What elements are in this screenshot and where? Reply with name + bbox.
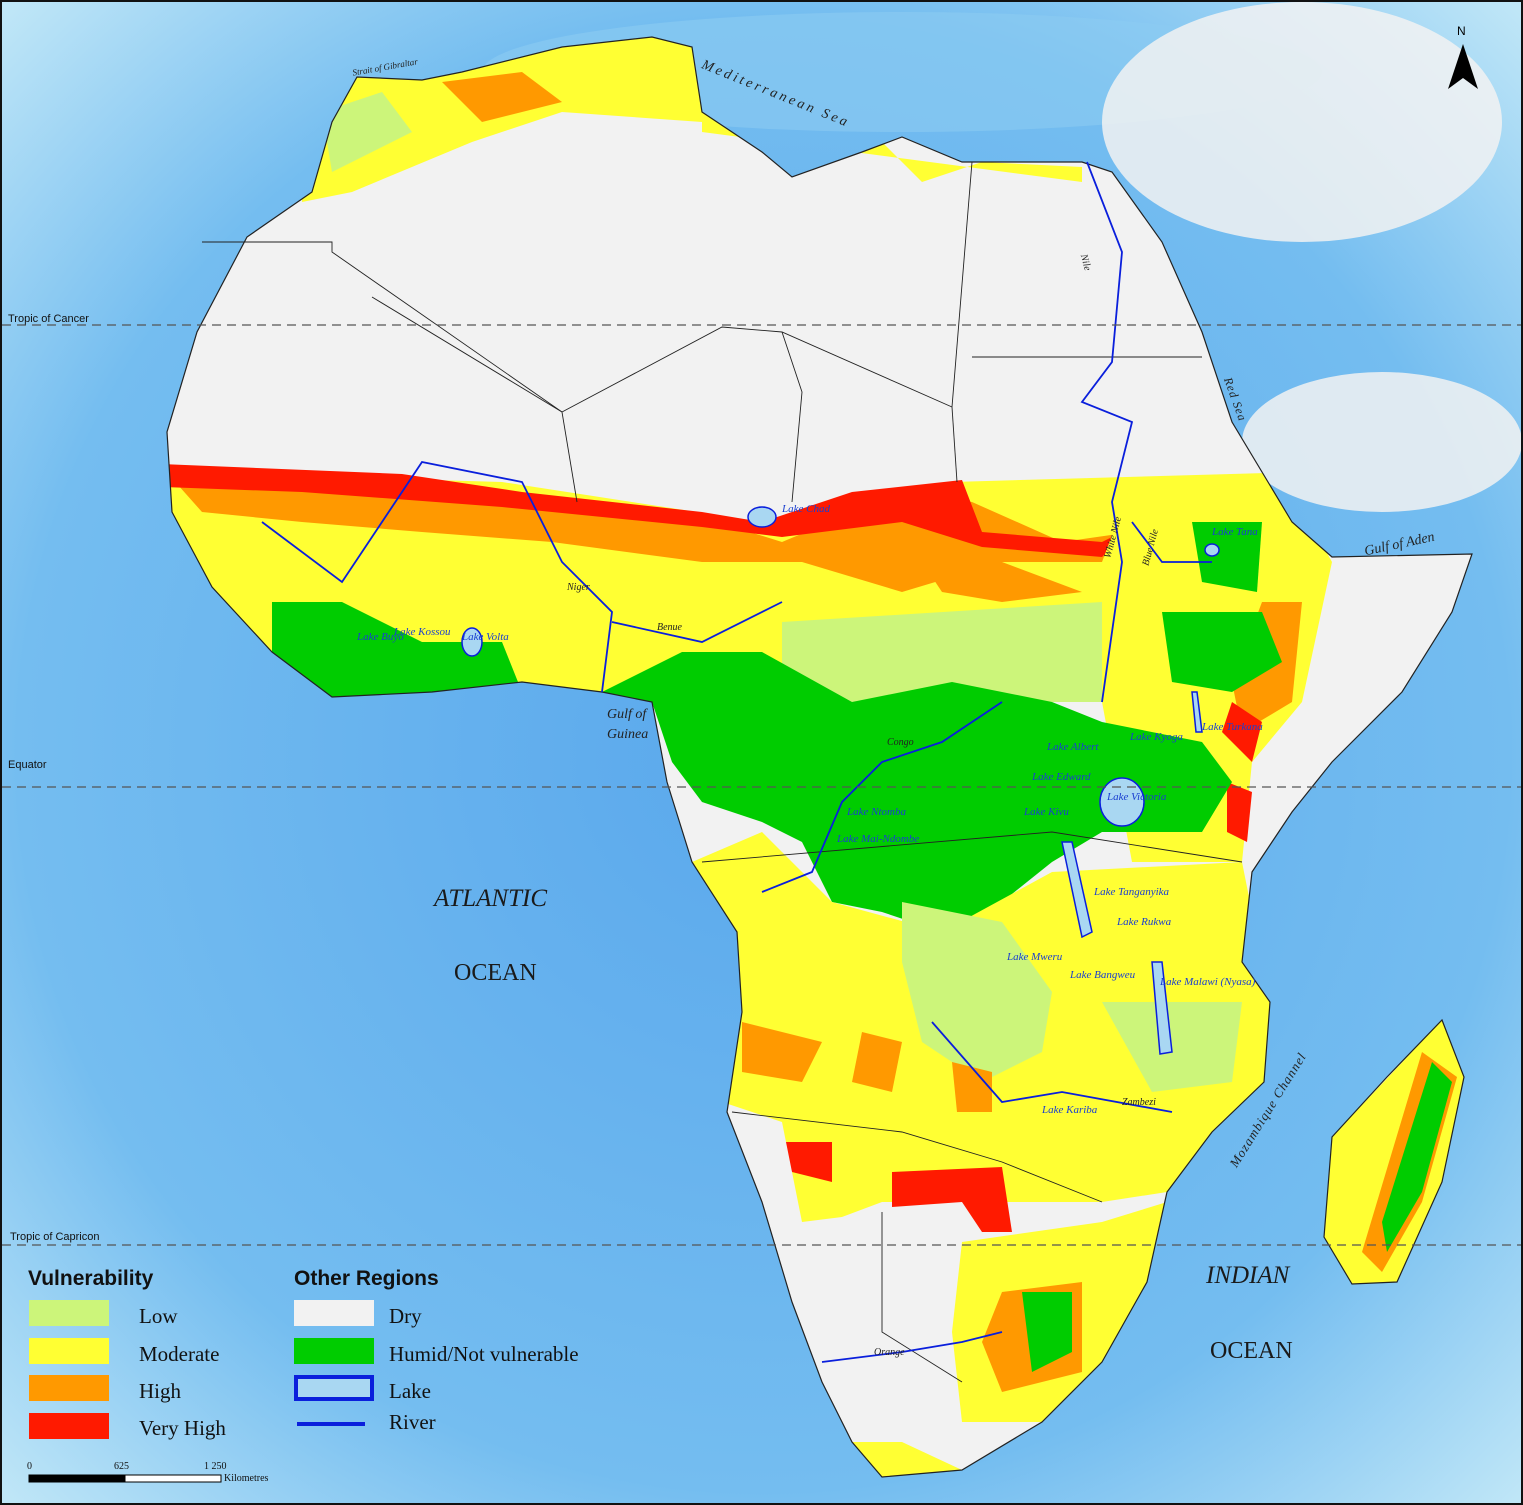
lakes xyxy=(461,506,1220,1055)
lake-kossou-label: Lake Kossou xyxy=(394,626,451,638)
lake-mai-ndombe-label: Lake Mai-Ndombe xyxy=(837,833,920,845)
legend-swatch-lake xyxy=(294,1375,374,1401)
legend-label-dry: Dry xyxy=(389,1304,422,1328)
river-congo xyxy=(761,701,1003,893)
legend-label-very-high: Very High xyxy=(139,1416,226,1440)
gulf-of-guinea-label-2: Guinea xyxy=(607,727,649,742)
lake-ntomba-label: Lake Ntomba xyxy=(847,806,906,818)
country-borders xyxy=(202,161,1243,1383)
legend-swatch-high xyxy=(29,1375,109,1401)
lake-kariba-label: Lake Kariba xyxy=(1042,1104,1098,1116)
legend-swatch-very-high xyxy=(29,1413,109,1439)
legend-label-river: River xyxy=(389,1410,436,1434)
tropic-of-capricorn-label: Tropic of Capricon xyxy=(10,1231,100,1243)
legend-swatch-dry xyxy=(294,1300,374,1326)
lake-turkana-label: Lake Turkana xyxy=(1202,721,1263,733)
rivers xyxy=(261,161,1212,1363)
gulf-of-guinea-label-1: Gulf of xyxy=(607,707,647,722)
tropic-of-cancer-label: Tropic of Cancer xyxy=(8,313,89,325)
lake-mweru-label: Lake Mweru xyxy=(1007,951,1063,963)
niger-label: Niger xyxy=(567,582,590,593)
scale-tick-625: 625 xyxy=(114,1461,129,1472)
lake-rukwa-label: Lake Rukwa xyxy=(1117,916,1172,928)
scale-bar-white xyxy=(124,1474,222,1483)
river-orange xyxy=(821,1331,1003,1363)
river-niger xyxy=(261,460,613,693)
lake-albert-label: Lake Albert xyxy=(1047,741,1099,753)
lake-malawi-label: Lake Malawi (Nyasa) xyxy=(1160,976,1256,988)
legend-vulnerability-title: Vulnerability xyxy=(28,1267,154,1290)
lake-volta-label: Lake Volta xyxy=(462,631,509,643)
lake-bangweulu-label: Lake Bangweu xyxy=(1070,969,1136,981)
benue-label: Benue xyxy=(657,622,682,633)
lake-chad-label: Lake Chad xyxy=(782,503,830,515)
legend-label-low: Low xyxy=(139,1304,178,1328)
lake-kyoga-label: Lake Kyoga xyxy=(1130,731,1183,743)
lake-buyo-label: Lake Buyo xyxy=(357,631,404,643)
river-blue-nile xyxy=(1131,521,1212,563)
scale-tick-1250: 1 250 xyxy=(204,1461,227,1472)
scale-bar-black xyxy=(28,1474,126,1483)
legend-label-moderate: Moderate xyxy=(139,1342,220,1366)
scale-unit: Kilometres xyxy=(224,1473,269,1484)
river-zambezi xyxy=(931,1021,1173,1113)
lake-tanganyika-label: Lake Tanganyika xyxy=(1094,886,1170,898)
lake-turkana xyxy=(1191,691,1203,733)
lake-tana-label: Lake Tana xyxy=(1212,526,1258,538)
humid-region-congo xyxy=(602,652,1232,932)
legend-swatch-river xyxy=(297,1422,365,1426)
lake-kivu-label: Lake Kivu xyxy=(1024,806,1069,818)
legend-swatch-humid xyxy=(294,1338,374,1364)
madagascar-outline xyxy=(1323,1018,1465,1285)
legend-swatch-low xyxy=(29,1300,109,1326)
legend-label-humid: Humid/Not vulnerable xyxy=(389,1342,579,1366)
lake-tanganyika xyxy=(1061,841,1093,939)
legend-swatch-moderate xyxy=(29,1338,109,1364)
lake-tana xyxy=(1204,543,1220,557)
orange-label: Orange xyxy=(874,1347,905,1358)
legend-label-lake: Lake xyxy=(389,1379,431,1403)
indian-ocean-label-2: OCEAN xyxy=(1210,1338,1293,1364)
river-benue xyxy=(611,601,783,643)
congo-label: Congo xyxy=(887,737,914,748)
lake-victoria-label: Lake Victoria xyxy=(1107,791,1167,803)
indian-ocean-label-1: INDIAN xyxy=(1206,1262,1290,1289)
legend-other-title: Other Regions xyxy=(294,1267,439,1290)
atlantic-ocean-label-2: OCEAN xyxy=(454,960,537,986)
lake-victoria xyxy=(1099,777,1145,827)
north-label: N xyxy=(1457,24,1466,38)
zambezi-label: Zambezi xyxy=(1122,1097,1156,1108)
humid-region-ethiopia xyxy=(1162,612,1282,692)
lake-malawi xyxy=(1151,961,1173,1055)
lake-volta xyxy=(461,627,483,657)
scale-tick-0: 0 xyxy=(27,1461,32,1472)
north-arrow-icon xyxy=(1448,44,1478,89)
river-nile xyxy=(1080,161,1134,703)
legend-label-high: High xyxy=(139,1379,181,1403)
equator-label: Equator xyxy=(8,759,47,771)
atlantic-ocean-label-1: ATLANTIC xyxy=(434,885,548,912)
lake-edward-label: Lake Edward xyxy=(1032,771,1091,783)
lake-chad xyxy=(747,506,777,528)
